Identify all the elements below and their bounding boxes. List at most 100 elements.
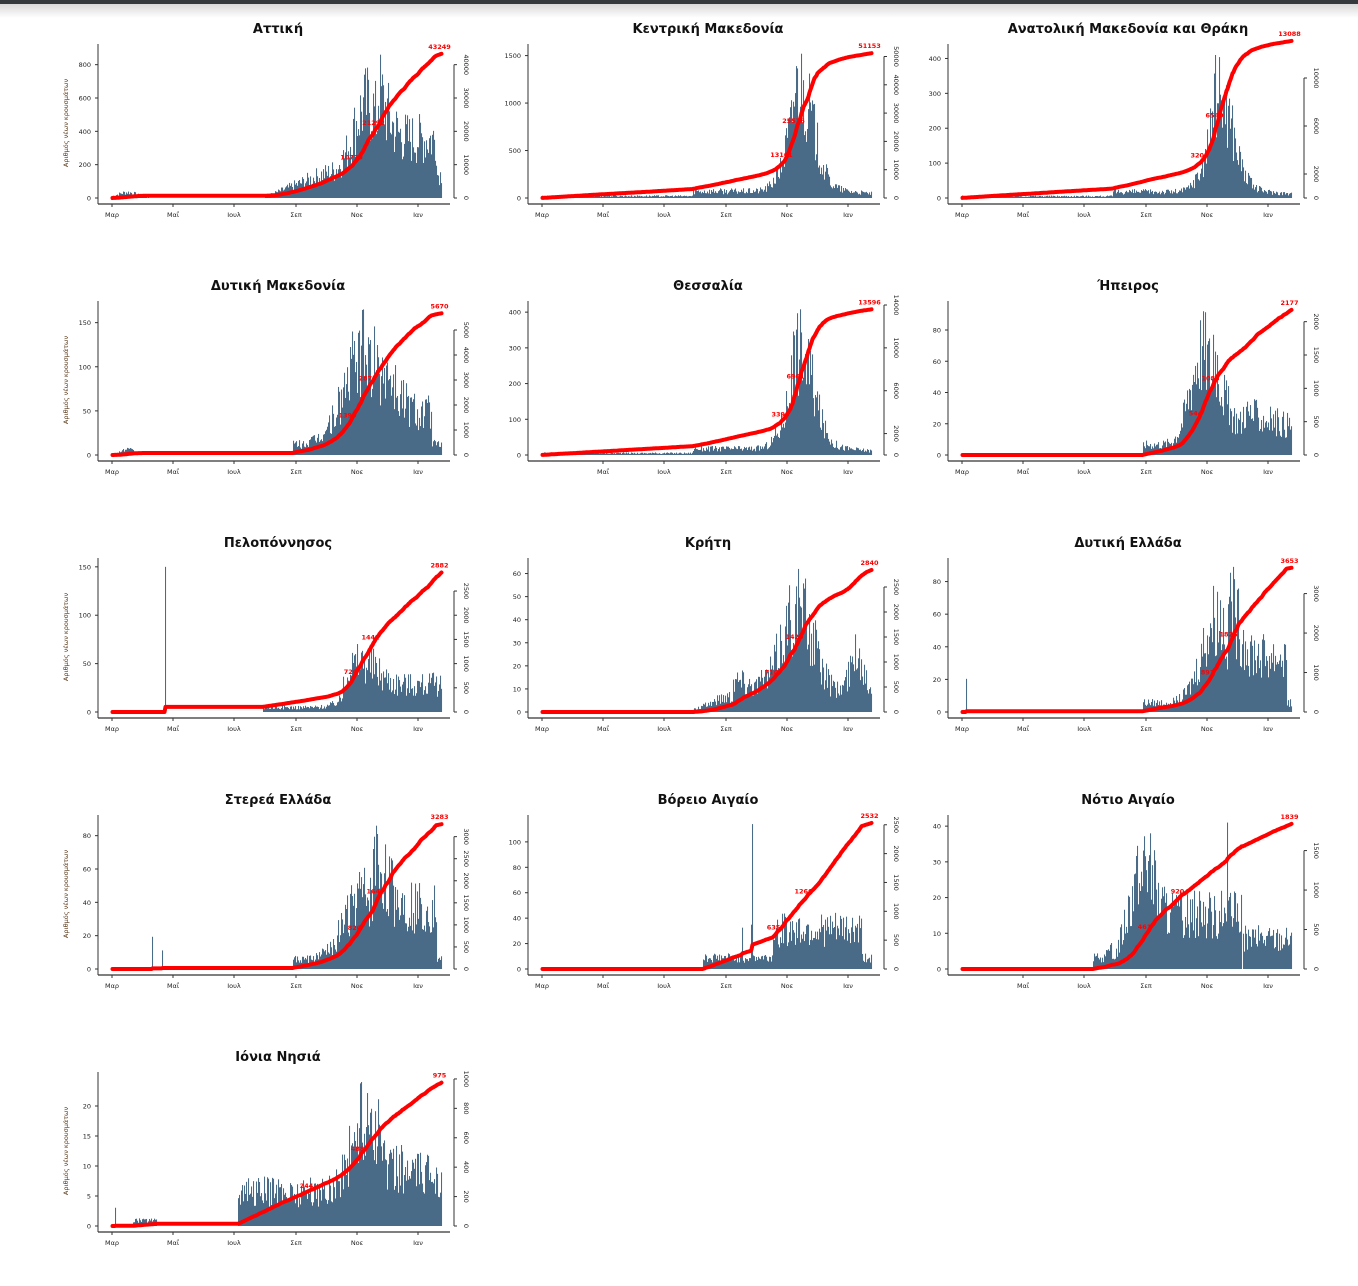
daily-bar — [745, 958, 747, 969]
x-tick-label: Ιουλ — [227, 211, 241, 219]
daily-bar — [330, 941, 332, 969]
daily-bar — [1258, 190, 1260, 198]
y-tick-label: 20 — [83, 1103, 91, 1111]
daily-bar — [307, 955, 309, 969]
daily-bar — [1063, 196, 1065, 198]
daily-bar — [590, 196, 592, 198]
daily-bar — [857, 923, 859, 969]
daily-bar — [406, 383, 408, 455]
daily-bar — [1142, 190, 1144, 198]
daily-bar — [657, 195, 659, 198]
daily-bar — [770, 656, 772, 712]
daily-bar — [284, 1194, 286, 1226]
daily-bar — [1091, 196, 1093, 198]
daily-bar — [738, 681, 740, 712]
daily-bar — [378, 357, 380, 455]
daily-bar — [423, 162, 425, 198]
daily-bar — [1252, 929, 1254, 969]
daily-bar — [814, 103, 816, 198]
daily-bar — [1223, 923, 1225, 969]
daily-bar — [409, 917, 411, 969]
daily-bar — [357, 392, 359, 455]
daily-bar — [811, 375, 813, 455]
cumulative-mid-label: 891 — [1201, 668, 1215, 676]
daily-bar — [298, 705, 300, 712]
daily-bar — [733, 448, 735, 455]
daily-bar — [421, 682, 423, 712]
daily-bar — [355, 926, 357, 969]
daily-bar — [778, 436, 780, 455]
daily-bar — [825, 919, 827, 969]
x-tick-label: Νοε — [351, 1239, 364, 1247]
daily-bar — [1244, 670, 1246, 712]
daily-bar — [1030, 195, 1032, 198]
daily-bar — [353, 118, 355, 198]
daily-bar — [779, 178, 781, 198]
daily-bar — [347, 895, 349, 969]
daily-bar — [833, 680, 835, 712]
daily-bar — [1243, 933, 1245, 969]
daily-bar — [738, 446, 740, 455]
daily-bar — [803, 583, 805, 712]
daily-bar — [753, 190, 755, 198]
chart-title: Ιόνια Νησιά — [235, 1050, 320, 1065]
chart-svg: Πελοπόννησος2882720144105010015005001000… — [62, 536, 470, 733]
daily-bar — [435, 1193, 437, 1226]
daily-bar — [850, 192, 852, 198]
daily-bar — [834, 927, 836, 969]
daily-bar — [328, 705, 330, 712]
daily-bar — [750, 449, 752, 455]
daily-bar — [337, 1176, 339, 1226]
daily-bar — [317, 176, 319, 198]
daily-bar — [860, 680, 862, 712]
x-tick-label: Ιαν — [413, 725, 423, 733]
daily-bar — [1233, 416, 1235, 455]
y2-tick-label: 2000 — [462, 397, 470, 414]
daily-bar — [394, 1189, 396, 1226]
daily-bar — [389, 856, 391, 969]
daily-bar — [406, 695, 408, 712]
daily-bar — [1162, 887, 1164, 969]
daily-bar — [771, 436, 773, 455]
daily-bar — [847, 189, 849, 198]
y-tick-label: 20 — [933, 894, 941, 902]
daily-bar — [1197, 685, 1199, 712]
cumulative-mid-label: 1441 — [361, 634, 380, 642]
daily-bar — [130, 448, 132, 455]
daily-bar — [1240, 151, 1242, 198]
daily-bar — [744, 962, 746, 969]
daily-bar — [332, 405, 334, 455]
daily-bar — [696, 190, 698, 198]
daily-bar — [716, 447, 718, 455]
daily-bar — [1192, 384, 1194, 455]
daily-bar — [803, 931, 805, 969]
daily-bar — [629, 196, 631, 198]
daily-bar — [757, 960, 759, 969]
daily-bar — [340, 697, 342, 712]
daily-bar — [1110, 944, 1112, 969]
daily-bar — [415, 883, 417, 969]
daily-bar — [366, 114, 368, 198]
daily-bar — [335, 705, 337, 712]
daily-bar — [734, 960, 736, 969]
daily-bar — [869, 689, 871, 712]
daily-bar — [661, 196, 663, 198]
daily-bar — [430, 683, 432, 712]
daily-bar — [306, 1191, 308, 1226]
daily-bar — [359, 330, 361, 455]
daily-bar — [435, 160, 437, 198]
daily-bar — [658, 195, 660, 198]
daily-bar — [375, 80, 377, 198]
daily-bar — [367, 1093, 369, 1226]
daily-bar — [654, 453, 656, 455]
daily-bar — [842, 444, 844, 455]
daily-bar — [815, 160, 817, 198]
daily-bar — [332, 955, 334, 969]
daily-bar — [1287, 192, 1289, 198]
daily-bar — [775, 183, 777, 198]
daily-bar — [1209, 636, 1211, 712]
daily-bar — [1227, 404, 1229, 455]
daily-bar — [793, 642, 795, 712]
daily-bar — [601, 196, 603, 198]
daily-bar — [1120, 927, 1122, 969]
